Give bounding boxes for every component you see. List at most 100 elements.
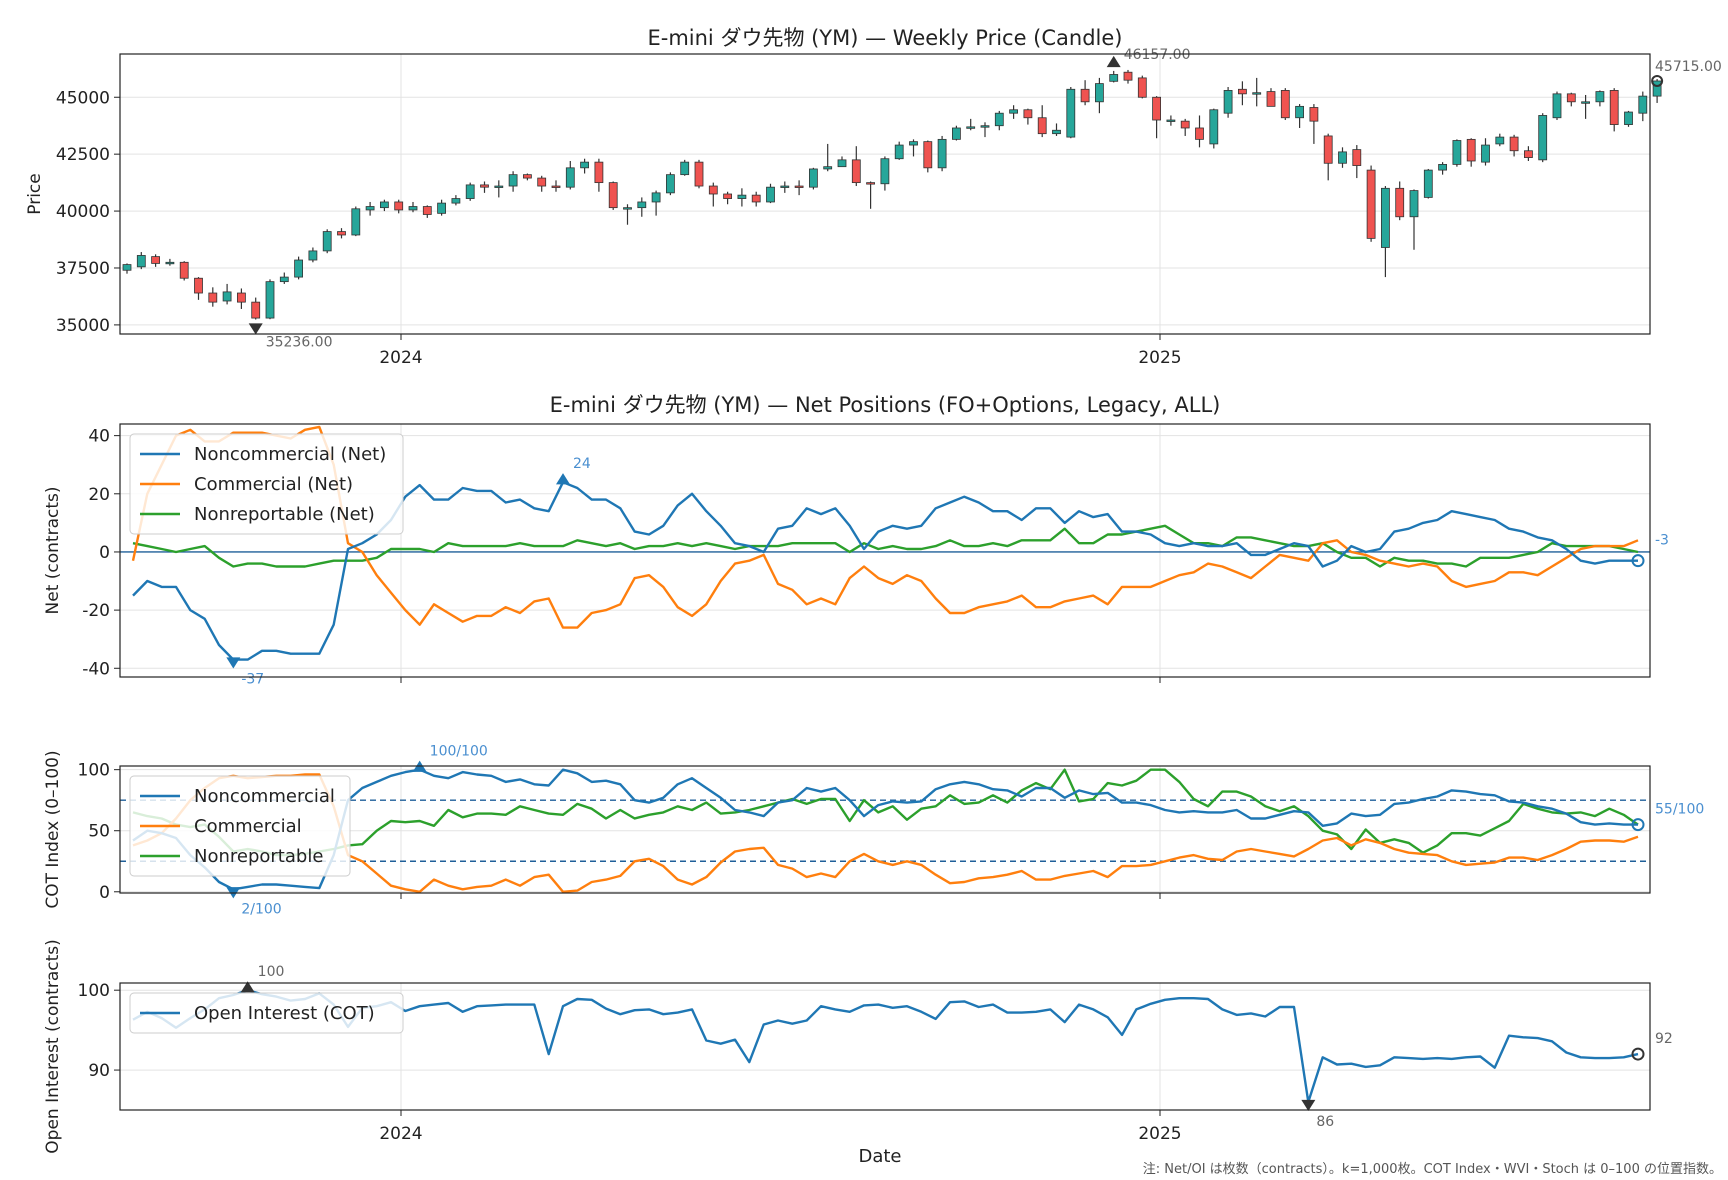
candle-body — [866, 182, 875, 185]
candle-body — [322, 231, 332, 252]
candle-body — [523, 174, 532, 179]
candle-body — [294, 259, 304, 278]
candle-body — [651, 192, 661, 203]
series-line-commercial — [131, 425, 1639, 629]
y-tick-label: 40000 — [56, 202, 110, 222]
candle-body — [451, 198, 461, 204]
y-tick-label: 100 — [78, 761, 110, 781]
candle-body — [351, 208, 361, 236]
candle-body — [1338, 151, 1347, 164]
candle-body — [980, 125, 990, 128]
candle-body — [437, 202, 447, 214]
cot-index-panel: 0 50 100 100/100 2/100 55/100 COT Index (0–100… — [43, 744, 1704, 918]
candle-body — [1566, 93, 1576, 103]
x-tick-label: 2024 — [379, 1124, 422, 1144]
panel-title: E-mini ダウ先物 (YM) — Net Positions (FO+Opt… — [550, 393, 1221, 417]
candle-body — [1323, 135, 1333, 164]
candle-body — [1524, 150, 1533, 158]
candle-body — [494, 185, 504, 188]
x-tick-label: 2025 — [1138, 348, 1181, 368]
candle-body — [1624, 111, 1633, 125]
candle-body — [1595, 91, 1605, 103]
candle-body — [666, 174, 675, 194]
y-tick-label: 35000 — [56, 316, 110, 336]
candle-body — [937, 138, 947, 169]
candle-body — [1195, 127, 1204, 140]
x-tick-label: 2025 — [1138, 1124, 1181, 1144]
candle-body — [737, 194, 747, 199]
min-label: 35236.00 — [266, 335, 333, 351]
candle-body — [694, 161, 704, 187]
candle-body — [880, 158, 890, 185]
candle-body — [751, 194, 761, 203]
min-marker — [226, 657, 241, 669]
y-tick-label: -40 — [82, 659, 110, 679]
candle-body — [465, 184, 475, 199]
candle-body — [251, 301, 261, 319]
min-marker — [1301, 1099, 1316, 1112]
axes-frame — [119, 423, 1651, 678]
candle-body — [1609, 90, 1619, 125]
candle-body — [909, 141, 918, 146]
candle-body — [1481, 144, 1490, 163]
candle-body — [1223, 90, 1233, 114]
candle-body — [208, 292, 218, 303]
y-tick-label: 100 — [78, 981, 110, 1001]
axes-frame — [119, 53, 1651, 335]
net-positions-panel: -40 -20 0 20 40 24 -37 -3 E-mini ダウ先物 (YM) — Net… — [43, 393, 1669, 688]
candle-body — [1509, 136, 1519, 152]
candle-body — [823, 166, 833, 170]
y-tick-label: 45000 — [56, 88, 110, 108]
candle-body — [1166, 119, 1176, 122]
candle-body — [136, 255, 146, 268]
candle-body — [236, 292, 246, 303]
min-label: 2/100 — [241, 901, 281, 917]
x-tick-label: 2024 — [379, 348, 422, 368]
candle-body — [1066, 88, 1076, 138]
series-line-commercial — [132, 773, 1639, 893]
candle-body — [194, 277, 203, 294]
min-marker — [248, 323, 263, 335]
candle-body — [1209, 109, 1219, 145]
candle-body — [165, 261, 175, 265]
series-line-nonreportable — [132, 768, 1639, 857]
candle-body — [780, 185, 790, 188]
candle-body — [952, 127, 961, 140]
max-label: 100/100 — [430, 744, 488, 760]
max-label: 46157.00 — [1124, 47, 1191, 63]
candle-body — [1023, 109, 1033, 119]
legend-box — [129, 992, 404, 1034]
y-axis-label: Net (contracts) — [43, 487, 63, 615]
candle-body — [1495, 136, 1505, 145]
candle-body — [365, 206, 375, 211]
y-tick-label: 0 — [99, 883, 110, 903]
legend-label: Nonreportable (Net) — [194, 504, 375, 525]
candle-body — [379, 201, 389, 209]
candle-body — [766, 186, 775, 203]
candle-body — [809, 168, 818, 188]
y-tick-label: 40 — [88, 427, 110, 447]
candle-body — [1409, 190, 1419, 218]
min-label: 86 — [1316, 1114, 1334, 1130]
legend-label: Noncommercial — [194, 786, 335, 807]
x-axis-label: Date — [858, 1146, 901, 1167]
open-interest-panel: 90 100 100 86 92 2024 2025 Open Interest (contr… — [43, 939, 1673, 1153]
candle-body — [1266, 91, 1276, 107]
candle-body — [923, 141, 933, 169]
candle-body — [1137, 77, 1147, 98]
candle-body — [1581, 101, 1590, 104]
candle-body — [179, 261, 189, 279]
y-tick-label: 37500 — [56, 259, 110, 279]
candle-body — [723, 193, 732, 199]
candle-body — [537, 177, 547, 187]
axes-frame — [119, 765, 1651, 894]
candle-body — [279, 276, 289, 283]
series-line-noncommercial — [132, 768, 1638, 891]
last-marker — [1631, 554, 1645, 568]
candle-body — [1638, 95, 1648, 114]
panel-title: E-mini ダウ先物 (YM) — Weekly Price (Candle) — [647, 26, 1122, 50]
legend-label: Commercial — [194, 816, 302, 837]
y-axis-label: Open Interest (contracts) — [43, 939, 63, 1153]
candle-body — [851, 159, 861, 184]
